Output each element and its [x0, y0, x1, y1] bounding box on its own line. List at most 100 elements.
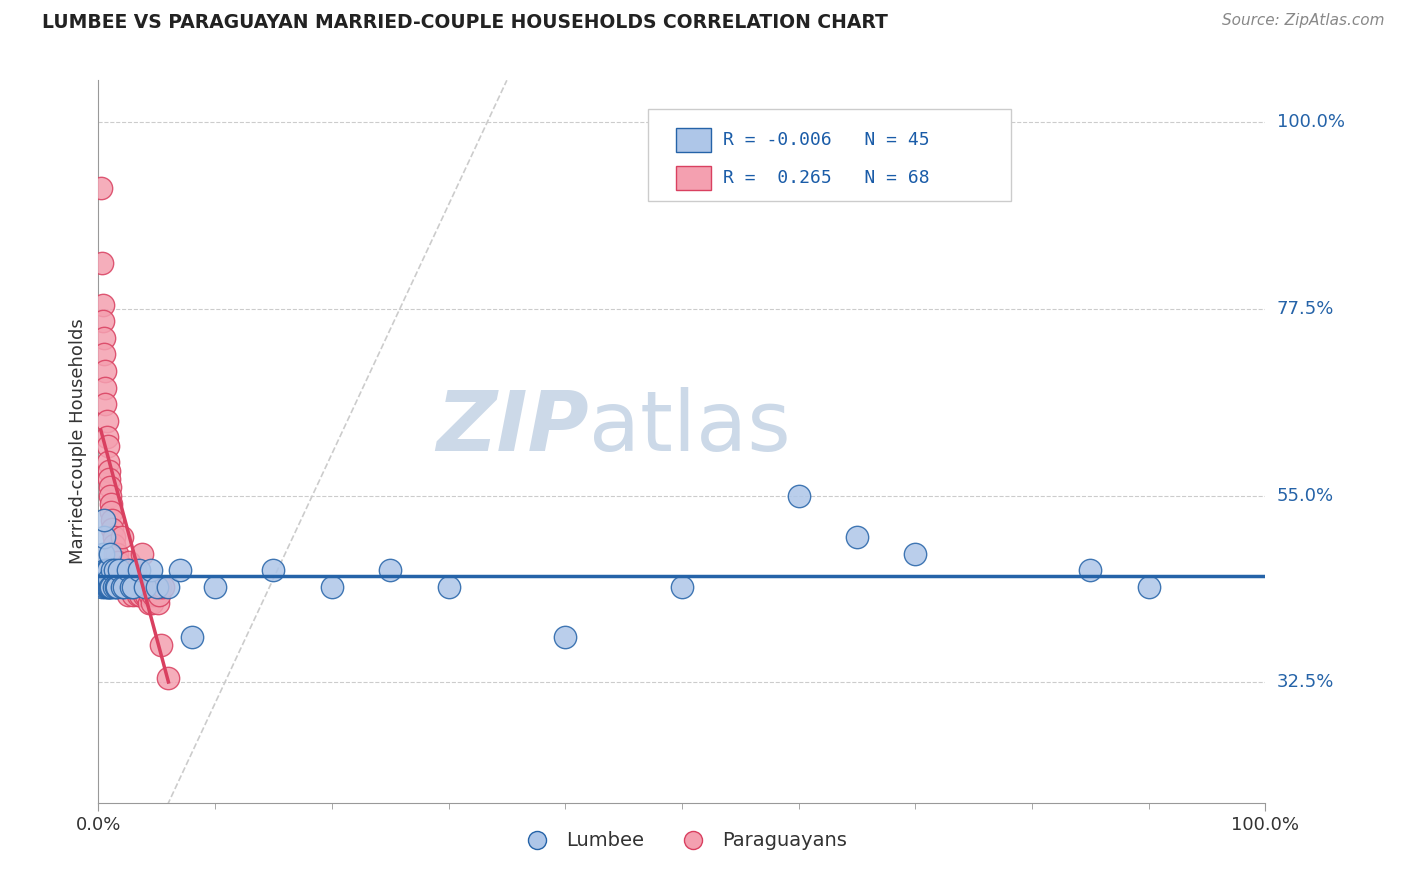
- Point: [101, 513, 124, 527]
- Point: [108, 563, 131, 577]
- Point: [97, 439, 120, 453]
- Point: [120, 580, 142, 594]
- Point: [100, 505, 122, 519]
- Point: [437, 580, 460, 594]
- Point: [114, 567, 136, 582]
- Point: [787, 489, 810, 503]
- Point: [104, 580, 127, 594]
- Point: [117, 563, 139, 577]
- Point: [104, 563, 127, 577]
- Text: 100.0%: 100.0%: [1277, 112, 1344, 131]
- Point: [134, 580, 156, 594]
- Y-axis label: Married-couple Households: Married-couple Households: [69, 318, 87, 565]
- Point: [1080, 563, 1102, 577]
- Point: [148, 588, 170, 602]
- Point: [145, 588, 167, 602]
- Point: [146, 597, 169, 611]
- Point: [141, 597, 163, 611]
- Point: [146, 580, 169, 594]
- Point: [104, 572, 127, 586]
- Point: [97, 580, 120, 594]
- Point: [204, 580, 226, 594]
- Text: R =  0.265   N = 68: R = 0.265 N = 68: [723, 169, 929, 187]
- Point: [108, 563, 131, 577]
- Point: [846, 530, 869, 544]
- Point: [115, 580, 138, 594]
- Text: 55.0%: 55.0%: [1277, 486, 1334, 505]
- Point: [128, 580, 150, 594]
- Point: [380, 563, 402, 577]
- Point: [98, 547, 121, 561]
- Text: Source: ZipAtlas.com: Source: ZipAtlas.com: [1222, 13, 1385, 29]
- Point: [262, 563, 284, 577]
- Point: [104, 547, 127, 561]
- Point: [139, 580, 162, 594]
- Point: [1137, 580, 1160, 594]
- Point: [94, 563, 117, 577]
- Point: [100, 580, 122, 594]
- Point: [125, 580, 148, 594]
- Point: [134, 580, 156, 594]
- Point: [97, 464, 120, 478]
- Point: [107, 555, 129, 569]
- Point: [122, 588, 145, 602]
- Point: [127, 588, 149, 602]
- Point: [100, 497, 122, 511]
- Text: 32.5%: 32.5%: [1277, 673, 1334, 691]
- Point: [103, 530, 125, 544]
- Point: [904, 547, 927, 561]
- Point: [111, 530, 134, 544]
- Point: [104, 563, 127, 577]
- Point: [97, 580, 120, 594]
- Point: [180, 630, 202, 644]
- Point: [112, 572, 135, 586]
- Point: [91, 314, 114, 328]
- Point: [121, 580, 143, 594]
- Point: [143, 580, 166, 594]
- Point: [125, 575, 148, 590]
- Point: [139, 563, 162, 577]
- Point: [91, 547, 114, 561]
- Point: [157, 580, 180, 594]
- Point: [97, 563, 120, 577]
- Point: [104, 555, 127, 569]
- Point: [91, 297, 114, 311]
- Point: [554, 630, 576, 644]
- Point: [142, 588, 165, 602]
- Point: [169, 563, 191, 577]
- Point: [93, 331, 115, 345]
- Point: [98, 489, 121, 503]
- Point: [150, 638, 173, 652]
- Point: [118, 563, 141, 577]
- Legend: Lumbee, Paraguayans: Lumbee, Paraguayans: [509, 823, 855, 858]
- Point: [96, 414, 118, 428]
- Point: [101, 563, 124, 577]
- Point: [90, 181, 112, 195]
- Text: ZIP: ZIP: [436, 386, 589, 467]
- Point: [90, 256, 112, 270]
- Point: [105, 580, 128, 594]
- Point: [103, 580, 125, 594]
- Point: [93, 530, 115, 544]
- Point: [93, 513, 115, 527]
- Point: [112, 580, 135, 594]
- Point: [97, 472, 120, 486]
- Point: [111, 563, 134, 577]
- Point: [94, 580, 117, 594]
- Point: [110, 572, 132, 586]
- Point: [120, 572, 142, 586]
- Point: [90, 580, 112, 594]
- Point: [139, 588, 162, 602]
- Point: [94, 397, 117, 411]
- Point: [321, 580, 343, 594]
- Point: [98, 580, 121, 594]
- Point: [132, 588, 155, 602]
- Text: 77.5%: 77.5%: [1277, 300, 1334, 318]
- Text: LUMBEE VS PARAGUAYAN MARRIED-COUPLE HOUSEHOLDS CORRELATION CHART: LUMBEE VS PARAGUAYAN MARRIED-COUPLE HOUS…: [42, 13, 889, 32]
- Point: [138, 597, 160, 611]
- Point: [152, 580, 174, 594]
- Point: [98, 480, 121, 494]
- Point: [122, 580, 145, 594]
- Point: [96, 563, 118, 577]
- Point: [94, 364, 117, 378]
